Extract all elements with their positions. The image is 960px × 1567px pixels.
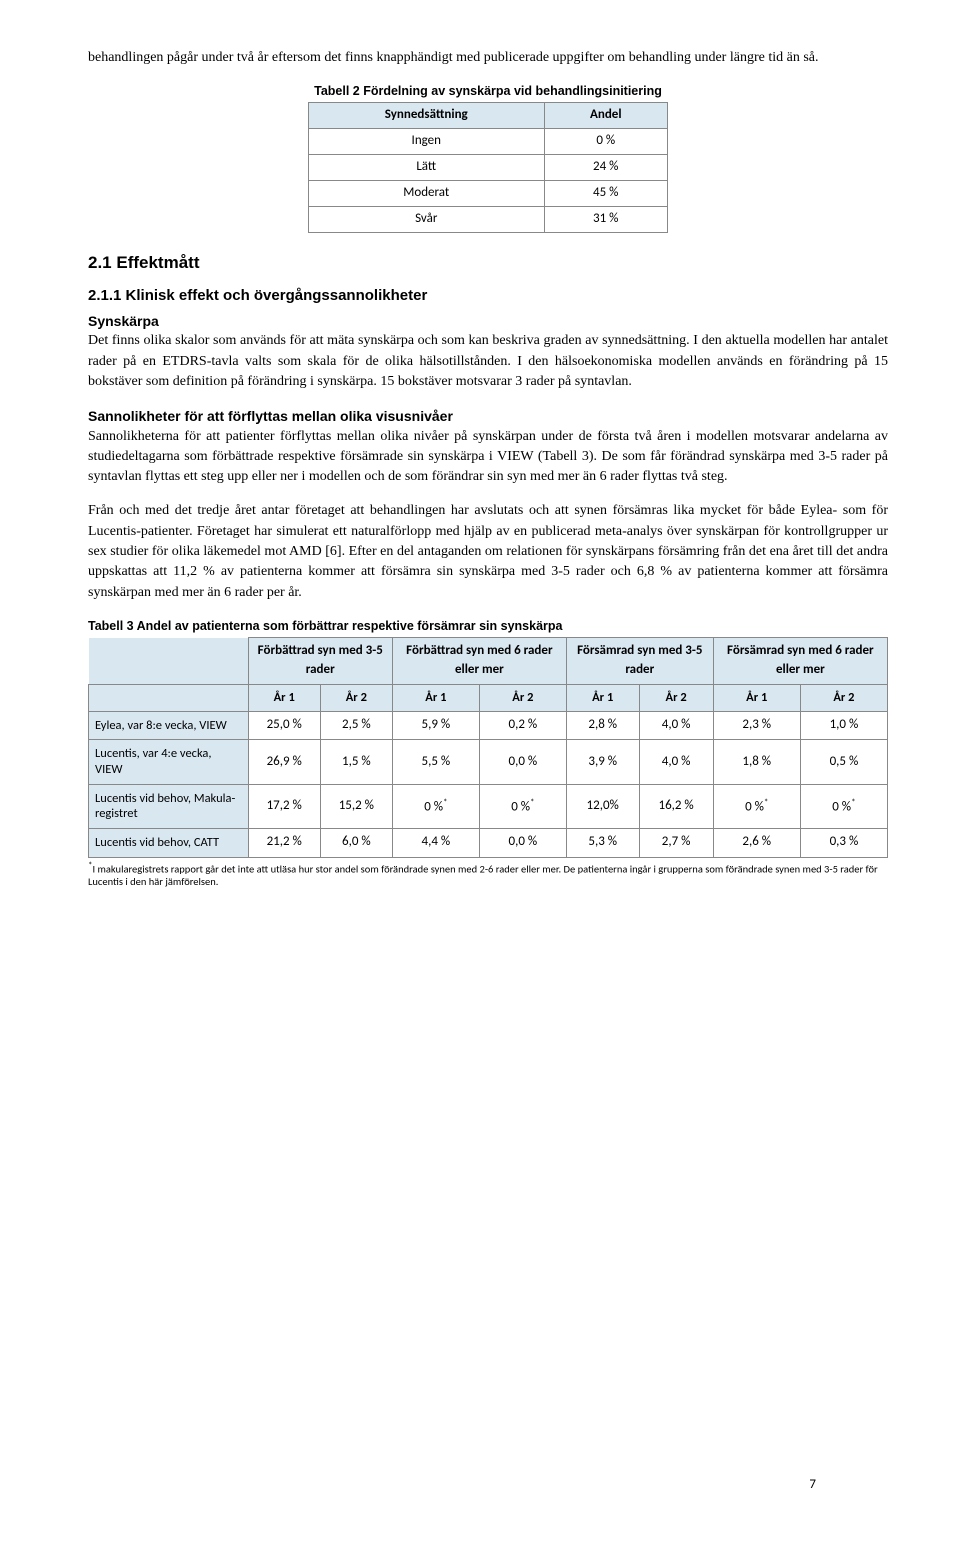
- t3-cell: 0 %*: [392, 784, 479, 828]
- t3-group-header-2: Försämrad syn med 3-5 rader: [566, 638, 713, 685]
- t3-cell: 16,2 %: [639, 784, 713, 828]
- sannolikheter-paragraph: Sannolikheterna för att patienter förfly…: [88, 427, 888, 488]
- t3-cell: 3,9 %: [566, 740, 639, 784]
- table-row: Lucentis vid behov, CATT 21,2 % 6,0 % 4,…: [89, 828, 888, 857]
- t3-cell: 2,5 %: [320, 711, 392, 740]
- t2-cell: Ingen: [309, 129, 545, 155]
- t2-cell: Moderat: [309, 180, 545, 206]
- t3-cell: 0,0 %: [479, 740, 566, 784]
- t2-cell: 45 %: [544, 180, 667, 206]
- t3-cell: 1,5 %: [320, 740, 392, 784]
- t3-year-3: År 2: [479, 684, 566, 711]
- t3-year-5: År 2: [639, 684, 713, 711]
- intro-paragraph: behandlingen pågår under två år eftersom…: [88, 48, 888, 68]
- t3-cell: 5,5 %: [392, 740, 479, 784]
- t3-corner: [89, 638, 249, 685]
- table3-caption: Tabell 3 Andel av patienterna som förbät…: [88, 617, 888, 635]
- t2-cell: 0 %: [544, 129, 667, 155]
- section-2-1-heading: 2.1 Effektmått: [88, 251, 888, 276]
- t3-cell: 0,2 %: [479, 711, 566, 740]
- section-2-1-1-heading: 2.1.1 Klinisk effekt och övergångssannol…: [88, 285, 888, 307]
- table2-header-1: Andel: [544, 103, 667, 129]
- table-row: Ingen0 %: [309, 129, 668, 155]
- t2-cell: Lätt: [309, 155, 545, 181]
- t2-cell: 24 %: [544, 155, 667, 181]
- t3-cell: 5,9 %: [392, 711, 479, 740]
- table2: Synnedsättning Andel Ingen0 % Lätt24 % M…: [308, 102, 668, 232]
- t3-cell: 2,3 %: [713, 711, 800, 740]
- t3-cell: 0,3 %: [800, 828, 887, 857]
- table2-header-0: Synnedsättning: [309, 103, 545, 129]
- t3-cell: 1,8 %: [713, 740, 800, 784]
- t3-group-header-1: Förbättrad syn med 6 rader eller mer: [392, 638, 566, 685]
- page-number: 7: [809, 1476, 816, 1495]
- table-row: Lucentis vid behov, Makula-registret 17,…: [89, 784, 888, 828]
- t3-cell: 0,5 %: [800, 740, 887, 784]
- t3-row-label-0: Eylea, var 8:e vecka, VIEW: [89, 711, 249, 740]
- t3-year-6: År 1: [713, 684, 800, 711]
- table-row: Moderat45 %: [309, 180, 668, 206]
- table3-year-header-row: År 1 År 2 År 1 År 2 År 1 År 2 År 1 År 2: [89, 684, 888, 711]
- t3-cell: 26,9 %: [248, 740, 320, 784]
- t3-cell: 2,6 %: [713, 828, 800, 857]
- table-row: Svår31 %: [309, 206, 668, 232]
- t2-cell: Svår: [309, 206, 545, 232]
- t3-cell: 0 %*: [479, 784, 566, 828]
- third-year-paragraph: Från och med det tredje året antar föret…: [88, 501, 888, 602]
- t3-year-0: År 1: [248, 684, 320, 711]
- t3-cell: 4,4 %: [392, 828, 479, 857]
- t3-cell: 25,0 %: [248, 711, 320, 740]
- t3-year-corner: [89, 684, 249, 711]
- t3-row-label-3: Lucentis vid behov, CATT: [89, 828, 249, 857]
- table-row: Lätt24 %: [309, 155, 668, 181]
- t3-cell: 2,8 %: [566, 711, 639, 740]
- t3-cell: 0,0 %: [479, 828, 566, 857]
- t3-cell: 5,3 %: [566, 828, 639, 857]
- table3: Förbättrad syn med 3-5 rader Förbättrad …: [88, 637, 888, 858]
- t3-cell: 6,0 %: [320, 828, 392, 857]
- table3-group-header-row: Förbättrad syn med 3-5 rader Förbättrad …: [89, 638, 888, 685]
- t3-year-2: År 1: [392, 684, 479, 711]
- t3-cell: 15,2 %: [320, 784, 392, 828]
- t3-cell: 2,7 %: [639, 828, 713, 857]
- table3-footnote: *I makularegistrets rapport går det inte…: [88, 860, 888, 889]
- synskarpa-label: Synskärpa: [88, 311, 888, 331]
- t3-year-4: År 1: [566, 684, 639, 711]
- t3-row-label-1: Lucentis, var 4:e vecka, VIEW: [89, 740, 249, 784]
- t3-cell: 1,0 %: [800, 711, 887, 740]
- t3-cell: 4,0 %: [639, 711, 713, 740]
- t3-cell: 0 %*: [713, 784, 800, 828]
- t3-cell: 17,2 %: [248, 784, 320, 828]
- table-row: Lucentis, var 4:e vecka, VIEW 26,9 % 1,5…: [89, 740, 888, 784]
- t3-cell: 0 %*: [800, 784, 887, 828]
- t3-cell: 4,0 %: [639, 740, 713, 784]
- t2-cell: 31 %: [544, 206, 667, 232]
- t3-row-label-2: Lucentis vid behov, Makula-registret: [89, 784, 249, 828]
- sannolikheter-label: Sannolikheter för att förflyttas mellan …: [88, 406, 888, 426]
- table2-caption: Tabell 2 Fördelning av synskärpa vid beh…: [88, 82, 888, 100]
- t3-cell: 12,0%: [566, 784, 639, 828]
- synskarpa-paragraph: Det finns olika skalor som används för a…: [88, 331, 888, 392]
- table-row: Eylea, var 8:e vecka, VIEW 25,0 % 2,5 % …: [89, 711, 888, 740]
- t3-cell: 21,2 %: [248, 828, 320, 857]
- t3-year-1: År 2: [320, 684, 392, 711]
- t3-group-header-0: Förbättrad syn med 3-5 rader: [248, 638, 392, 685]
- t3-group-header-3: Försämrad syn med 6 rader eller mer: [713, 638, 887, 685]
- t3-year-7: År 2: [800, 684, 887, 711]
- table2-header-row: Synnedsättning Andel: [309, 103, 668, 129]
